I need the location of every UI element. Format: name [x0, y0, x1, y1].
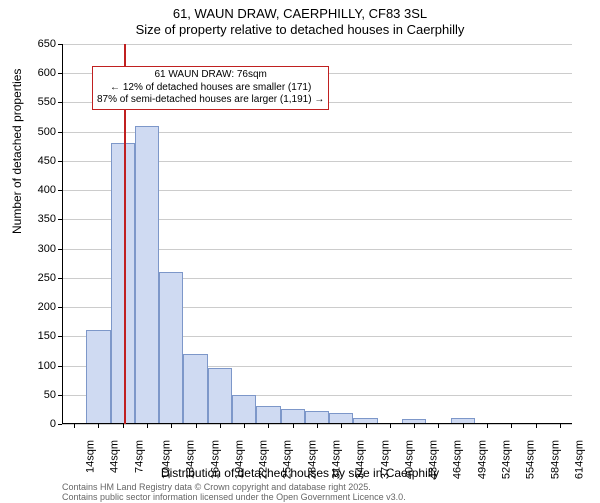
y-axis-line [62, 44, 63, 424]
x-tick-mark [123, 424, 124, 428]
x-tick-mark [171, 424, 172, 428]
chart-title: 61, WAUN DRAW, CAERPHILLY, CF83 3SL [0, 6, 600, 21]
x-tick-mark [536, 424, 537, 428]
histogram-bar [159, 272, 183, 424]
x-tick-mark [414, 424, 415, 428]
annotation-box: 61 WAUN DRAW: 76sqm← 12% of detached hou… [92, 66, 329, 110]
histogram-bar [281, 409, 305, 424]
histogram-bar [256, 406, 280, 424]
x-tick-mark [487, 424, 488, 428]
histogram-bar [86, 330, 110, 424]
x-tick-mark [438, 424, 439, 428]
x-tick-mark [220, 424, 221, 428]
x-axis-line [62, 423, 572, 424]
plot-area: 0501001502002503003504004505005506006501… [62, 44, 572, 424]
chart-subtitle: Size of property relative to detached ho… [0, 22, 600, 37]
x-tick-mark [463, 424, 464, 428]
annotation-line: ← 12% of detached houses are smaller (17… [97, 82, 324, 95]
x-tick-mark [560, 424, 561, 428]
credit-line-2: Contains public sector information licen… [62, 493, 406, 503]
x-tick-mark [74, 424, 75, 428]
x-tick-mark [366, 424, 367, 428]
x-tick-mark [293, 424, 294, 428]
y-tick-mark [58, 424, 62, 425]
x-tick-mark [390, 424, 391, 428]
x-tick-mark [317, 424, 318, 428]
x-tick-mark [147, 424, 148, 428]
chart-container: 61, WAUN DRAW, CAERPHILLY, CF83 3SL Size… [0, 0, 600, 500]
annotation-line: 61 WAUN DRAW: 76sqm [97, 69, 324, 82]
histogram-bar [183, 354, 207, 424]
annotation-line: 87% of semi-detached houses are larger (… [97, 94, 324, 107]
gridline [62, 44, 572, 45]
x-tick-mark [98, 424, 99, 428]
x-tick-mark [196, 424, 197, 428]
x-tick-mark [268, 424, 269, 428]
x-axis-label: Distribution of detached houses by size … [0, 466, 600, 480]
x-tick-mark [244, 424, 245, 428]
y-axis-label: Number of detached properties [10, 69, 24, 234]
histogram-bar [135, 126, 159, 424]
histogram-bar [208, 368, 232, 424]
x-tick-mark [341, 424, 342, 428]
histogram-bar [232, 395, 256, 424]
x-tick-mark [511, 424, 512, 428]
